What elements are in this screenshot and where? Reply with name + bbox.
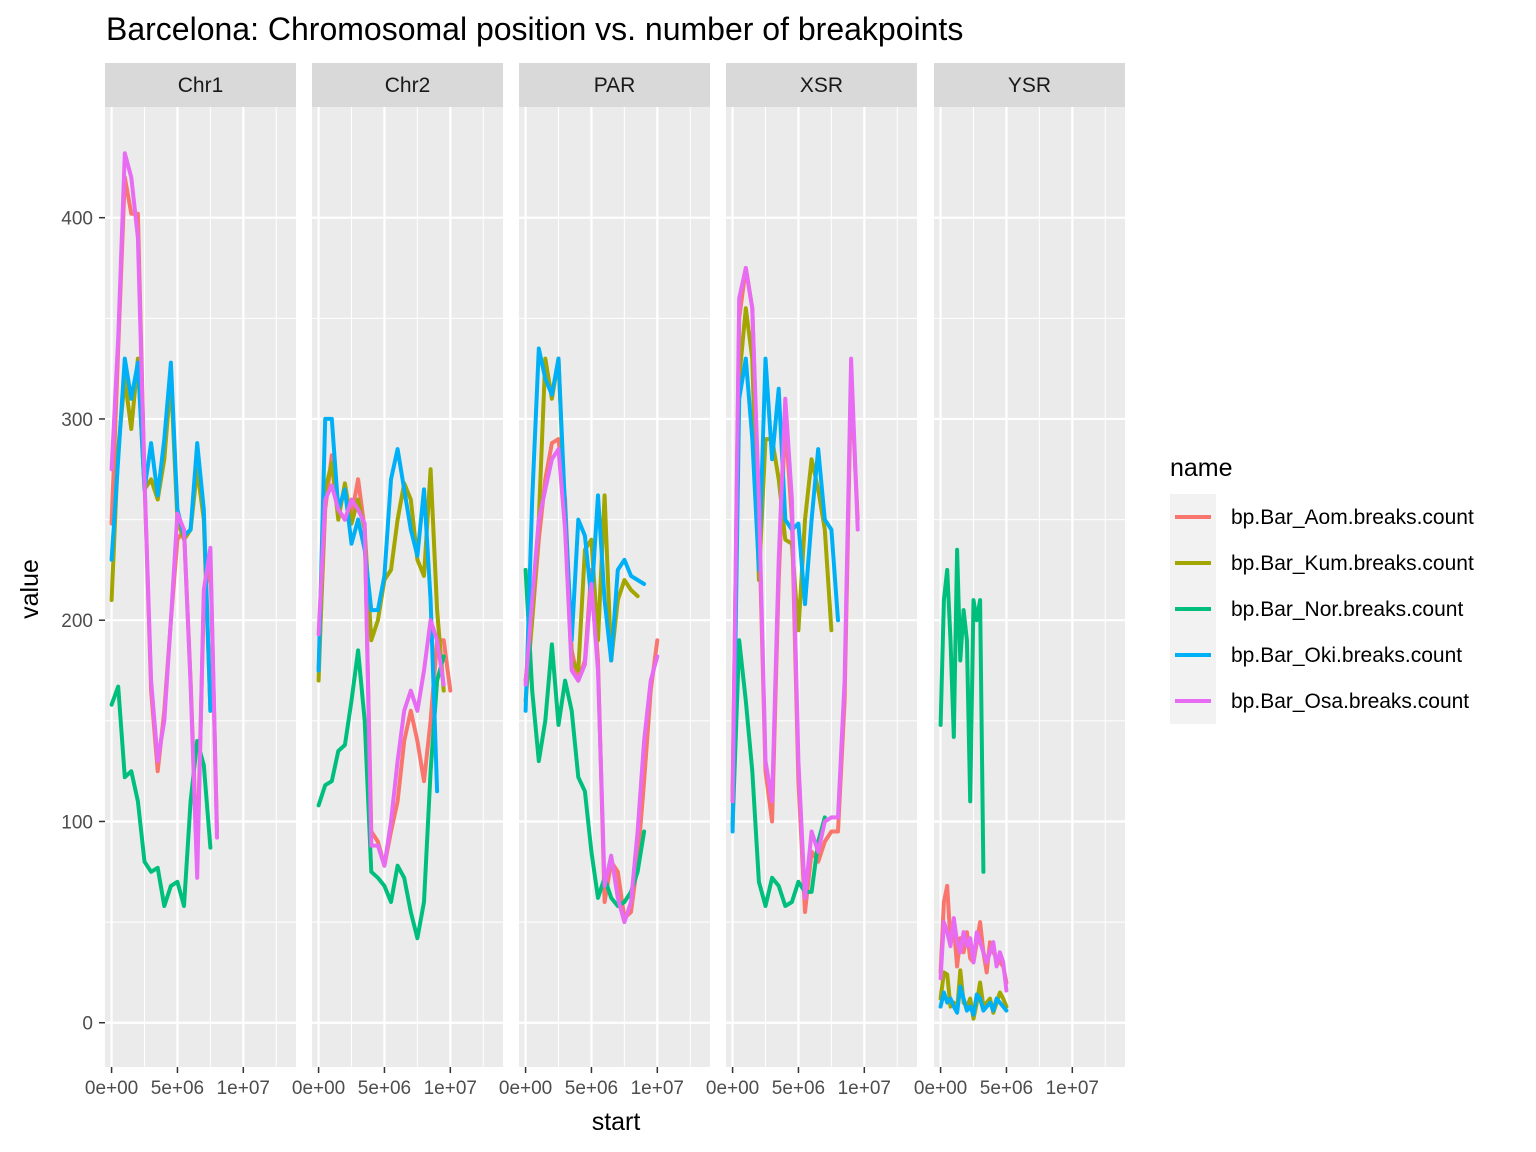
- y-tick-label: 200: [61, 611, 93, 632]
- facet-strip-label: Chr1: [178, 74, 224, 97]
- legend-item: bp.Bar_Osa.breaks.count: [1170, 678, 1469, 724]
- legend-label: bp.Bar_Aom.breaks.count: [1231, 506, 1474, 529]
- x-tick-label: 5e+06: [772, 1078, 825, 1099]
- series-line-bp-bar-nor-breaks-count: [523, 567, 647, 908]
- x-tick-label: 0e+00: [499, 1078, 552, 1099]
- legend-item: bp.Bar_Nor.breaks.count: [1170, 586, 1463, 632]
- facet-strip: [105, 63, 296, 107]
- facet-strip-label: Chr2: [385, 74, 431, 97]
- x-tick-label: 1e+07: [217, 1078, 270, 1099]
- x-tick-label: 5e+06: [151, 1078, 204, 1099]
- y-tick-label: 300: [61, 410, 93, 431]
- series-line-bp-bar-osa-breaks-count: [730, 266, 860, 900]
- legend-label: bp.Bar_Oki.breaks.count: [1231, 644, 1462, 667]
- x-tick-label: 0e+00: [914, 1078, 967, 1099]
- facet-strip: [726, 63, 917, 107]
- x-tick-label: 1e+07: [424, 1078, 477, 1099]
- series-line-bp-bar-nor-breaks-count: [316, 648, 446, 941]
- x-tick-label: 0e+00: [706, 1078, 759, 1099]
- legend: name bp.Bar_Aom.breaks.count bp.Bar_Kum.b…: [1170, 454, 1474, 724]
- legend-label: bp.Bar_Kum.breaks.count: [1231, 552, 1474, 575]
- x-tick-label: 1e+07: [838, 1078, 891, 1099]
- facet-panel-par: PAR 0e+00 5e+06 1e+07: [499, 63, 710, 1099]
- series-line-bp-bar-nor-breaks-count: [730, 638, 827, 908]
- legend-title: name: [1170, 454, 1233, 482]
- panel-background: [726, 107, 917, 1067]
- legend-item: bp.Bar_Oki.breaks.count: [1170, 632, 1462, 678]
- series-line-bp-bar-osa-breaks-count: [938, 916, 1009, 993]
- legend-label: bp.Bar_Osa.breaks.count: [1231, 690, 1469, 713]
- facet-panel-xsr: XSR 0e+00 5e+06 1e+07: [706, 63, 917, 1099]
- panel-background: [519, 107, 710, 1067]
- series-line-bp-bar-osa-breaks-count: [523, 447, 660, 925]
- x-tick-label: 0e+00: [85, 1078, 138, 1099]
- x-tick-label: 5e+06: [980, 1078, 1033, 1099]
- y-tick-label: 100: [61, 812, 93, 833]
- y-axis-title: value: [16, 559, 44, 619]
- x-axis-title: start: [592, 1108, 641, 1136]
- series-line-bp-bar-oki-breaks-count: [938, 984, 1009, 1017]
- x-tick-label: 0e+00: [292, 1078, 345, 1099]
- x-tick-label: 5e+06: [358, 1078, 411, 1099]
- series-line-bp-bar-osa-breaks-count: [316, 483, 446, 868]
- series-line-bp-bar-oki-breaks-count: [730, 356, 840, 834]
- series-line-bp-bar-oki-breaks-count: [523, 346, 647, 713]
- x-tick-label: 1e+07: [631, 1078, 684, 1099]
- facet-panel-chr2: Chr2 0e+00 5e+06 1e+07: [292, 63, 503, 1099]
- series-line-bp-bar-osa-breaks-count: [109, 151, 219, 880]
- series-line-bp-bar-oki-breaks-count: [109, 356, 213, 713]
- y-tick-label: 400: [61, 209, 93, 230]
- series-line-bp-bar-kum-breaks-count: [523, 356, 640, 703]
- legend-item: bp.Bar_Kum.breaks.count: [1170, 540, 1474, 586]
- facet-strip: [519, 63, 710, 107]
- facet-strip: [934, 63, 1125, 107]
- facet-strip-label: PAR: [594, 74, 636, 97]
- legend-label: bp.Bar_Nor.breaks.count: [1231, 598, 1463, 621]
- chart-title: Barcelona: Chromosomal position vs. numb…: [106, 11, 963, 47]
- x-tick-label: 1e+07: [1046, 1078, 1099, 1099]
- facet-strip-label: XSR: [800, 74, 843, 97]
- y-tick-label: 0: [82, 1014, 93, 1035]
- panel-background: [312, 107, 503, 1067]
- facet-strip-label: YSR: [1008, 74, 1051, 97]
- panel-background: [934, 107, 1125, 1067]
- legend-item: bp.Bar_Aom.breaks.count: [1170, 494, 1474, 540]
- x-tick-label: 5e+06: [565, 1078, 618, 1099]
- facet-panels: Chr1 0e+00 5e+06 1e+07 0 100 200 300 400 Chr2 0e+0…: [61, 63, 1125, 1099]
- legend-items: bp.Bar_Aom.breaks.count bp.Bar_Kum.breaks…: [1170, 494, 1474, 724]
- facet-strip: [312, 63, 503, 107]
- series-line-bp-bar-nor-breaks-count: [938, 547, 986, 874]
- panel-background: [105, 107, 296, 1067]
- facet-panel-ysr: YSR 0e+00 5e+06 1e+07: [914, 63, 1125, 1099]
- facet-panel-chr1: Chr1 0e+00 5e+06 1e+07 0 100 200 300 400: [61, 63, 296, 1099]
